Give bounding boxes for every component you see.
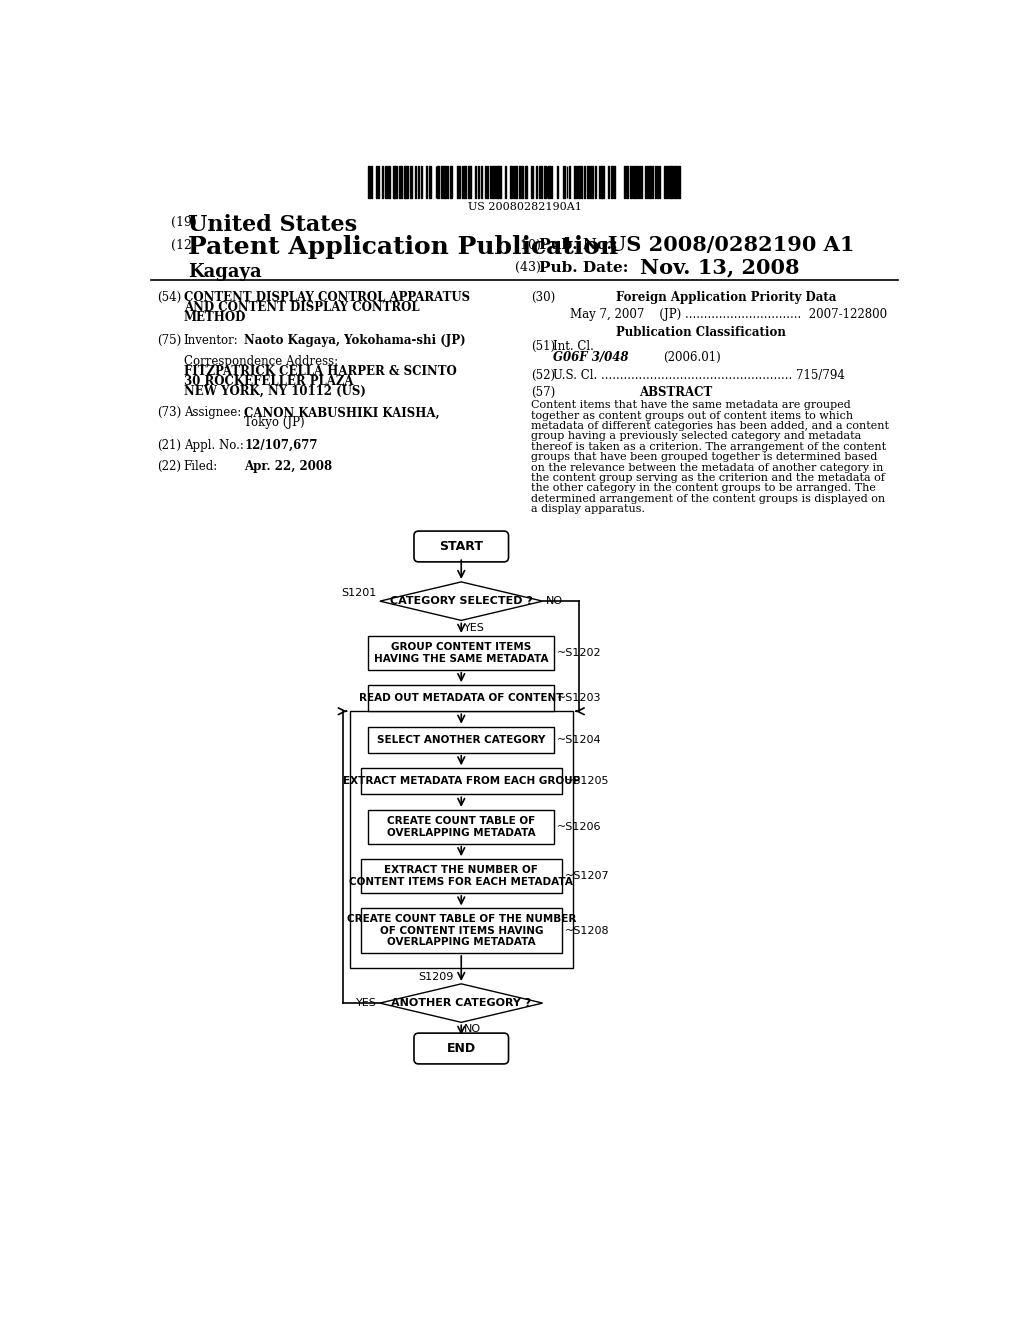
Text: the other category in the content groups to be arranged. The: the other category in the content groups… — [531, 483, 876, 494]
Text: G06F 3/048: G06F 3/048 — [553, 351, 628, 364]
Text: (19): (19) — [171, 216, 197, 230]
Text: ABSTRACT: ABSTRACT — [640, 387, 713, 400]
Text: together as content groups out of content items to which: together as content groups out of conten… — [531, 411, 853, 421]
Text: (30): (30) — [531, 290, 555, 304]
Text: Pub. No.:: Pub. No.: — [539, 239, 617, 252]
Text: SELECT ANOTHER CATEGORY: SELECT ANOTHER CATEGORY — [377, 735, 546, 744]
Text: CATEGORY SELECTED ?: CATEGORY SELECTED ? — [390, 597, 532, 606]
FancyBboxPatch shape — [414, 531, 509, 562]
Text: FITZPATRICK CELLA HARPER & SCINTO: FITZPATRICK CELLA HARPER & SCINTO — [183, 364, 457, 378]
Text: (12): (12) — [171, 239, 197, 252]
FancyBboxPatch shape — [369, 636, 554, 669]
Text: METHOD: METHOD — [183, 312, 246, 323]
Text: Publication Classification: Publication Classification — [616, 326, 786, 339]
Text: the content group serving as the criterion and the metadata of: the content group serving as the criteri… — [531, 473, 885, 483]
Text: Apr. 22, 2008: Apr. 22, 2008 — [245, 461, 333, 474]
Text: Patent Application Publication: Patent Application Publication — [188, 235, 618, 260]
FancyBboxPatch shape — [349, 711, 572, 969]
Text: S1201: S1201 — [342, 589, 377, 598]
Text: (54): (54) — [158, 290, 181, 304]
Text: ~S1202: ~S1202 — [557, 648, 602, 657]
Text: ~S1205: ~S1205 — [565, 776, 609, 787]
Text: on the relevance between the metadata of another category in: on the relevance between the metadata of… — [531, 462, 884, 473]
Text: May 7, 2007    (JP) ...............................  2007-122800: May 7, 2007 (JP) .......................… — [569, 308, 887, 321]
Text: CANON KABUSHIKI KAISHA,: CANON KABUSHIKI KAISHA, — [245, 407, 440, 420]
FancyBboxPatch shape — [414, 1034, 509, 1064]
Text: ~S1206: ~S1206 — [557, 822, 602, 832]
Text: 12/107,677: 12/107,677 — [245, 438, 317, 451]
Text: S1209: S1209 — [418, 973, 454, 982]
Text: START: START — [439, 540, 483, 553]
Text: (75): (75) — [158, 334, 181, 347]
Text: Naoto Kagaya, Yokohama-shi (JP): Naoto Kagaya, Yokohama-shi (JP) — [245, 334, 466, 347]
Text: 30 ROCKEFELLER PLAZA: 30 ROCKEFELLER PLAZA — [183, 375, 353, 388]
Text: NO: NO — [464, 1024, 481, 1034]
Text: CREATE COUNT TABLE OF
OVERLAPPING METADATA: CREATE COUNT TABLE OF OVERLAPPING METADA… — [387, 816, 536, 838]
Text: U.S. Cl. ................................................... 715/794: U.S. Cl. ...............................… — [553, 370, 845, 383]
Text: (21): (21) — [158, 438, 181, 451]
Text: ~S1208: ~S1208 — [565, 925, 609, 936]
Text: (57): (57) — [531, 387, 555, 400]
Text: ~S1203: ~S1203 — [557, 693, 602, 704]
FancyBboxPatch shape — [360, 859, 562, 892]
Text: (2006.01): (2006.01) — [663, 351, 721, 364]
Text: EXTRACT THE NUMBER OF
CONTENT ITEMS FOR EACH METADATA: EXTRACT THE NUMBER OF CONTENT ITEMS FOR … — [349, 865, 573, 887]
Text: a display apparatus.: a display apparatus. — [531, 504, 645, 513]
Text: NEW YORK, NY 10112 (US): NEW YORK, NY 10112 (US) — [183, 385, 366, 397]
Text: Nov. 13, 2008: Nov. 13, 2008 — [640, 257, 799, 277]
Text: (43): (43) — [515, 261, 542, 273]
Text: determined arrangement of the content groups is displayed on: determined arrangement of the content gr… — [531, 494, 885, 504]
Text: thereof is taken as a criterion. The arrangement of the content: thereof is taken as a criterion. The arr… — [531, 442, 886, 451]
Text: groups that have been grouped together is determined based: groups that have been grouped together i… — [531, 453, 878, 462]
FancyBboxPatch shape — [369, 726, 554, 752]
Text: Content items that have the same metadata are grouped: Content items that have the same metadat… — [531, 400, 851, 411]
Text: EXTRACT METADATA FROM EACH GROUP: EXTRACT METADATA FROM EACH GROUP — [343, 776, 580, 787]
Text: Filed:: Filed: — [183, 461, 218, 474]
Text: Pub. Date:: Pub. Date: — [539, 261, 628, 275]
Text: ANOTHER CATEGORY ?: ANOTHER CATEGORY ? — [391, 998, 531, 1008]
Text: YES: YES — [356, 998, 377, 1008]
Text: NO: NO — [546, 597, 563, 606]
Text: Appl. No.:: Appl. No.: — [183, 438, 244, 451]
Text: Assignee:: Assignee: — [183, 407, 241, 420]
Text: group having a previously selected category and metadata: group having a previously selected categ… — [531, 432, 861, 441]
Text: (51): (51) — [531, 341, 555, 354]
Polygon shape — [380, 983, 543, 1022]
Text: US 20080282190A1: US 20080282190A1 — [468, 202, 582, 211]
FancyBboxPatch shape — [369, 685, 554, 711]
FancyBboxPatch shape — [369, 810, 554, 843]
Text: Foreign Application Priority Data: Foreign Application Priority Data — [616, 290, 837, 304]
Polygon shape — [380, 582, 543, 620]
Text: metadata of different categories has been added, and a content: metadata of different categories has bee… — [531, 421, 889, 430]
Text: Tokyo (JP): Tokyo (JP) — [245, 416, 305, 429]
Text: (22): (22) — [158, 461, 181, 474]
Text: Correspondence Address:: Correspondence Address: — [183, 355, 338, 368]
Text: (52): (52) — [531, 370, 555, 383]
Text: CREATE COUNT TABLE OF THE NUMBER
OF CONTENT ITEMS HAVING
OVERLAPPING METADATA: CREATE COUNT TABLE OF THE NUMBER OF CONT… — [346, 915, 575, 948]
Text: END: END — [446, 1041, 476, 1055]
FancyBboxPatch shape — [360, 768, 562, 795]
Text: ~S1204: ~S1204 — [557, 735, 602, 744]
Text: Kagaya: Kagaya — [188, 263, 262, 281]
FancyBboxPatch shape — [360, 908, 562, 953]
Text: GROUP CONTENT ITEMS
HAVING THE SAME METADATA: GROUP CONTENT ITEMS HAVING THE SAME META… — [374, 642, 549, 664]
Text: AND CONTENT DISPLAY CONTROL: AND CONTENT DISPLAY CONTROL — [183, 301, 420, 314]
Text: ~S1207: ~S1207 — [565, 871, 609, 880]
Text: (10): (10) — [515, 239, 542, 252]
Text: CONTENT DISPLAY CONTROL APPARATUS: CONTENT DISPLAY CONTROL APPARATUS — [183, 290, 470, 304]
Text: Inventor:: Inventor: — [183, 334, 239, 347]
Text: YES: YES — [464, 623, 485, 632]
Text: US 2008/0282190 A1: US 2008/0282190 A1 — [608, 235, 855, 255]
Text: READ OUT METADATA OF CONTENT: READ OUT METADATA OF CONTENT — [359, 693, 563, 704]
Text: (73): (73) — [158, 407, 181, 420]
Text: Int. Cl.: Int. Cl. — [553, 341, 594, 354]
Text: United States: United States — [188, 214, 357, 236]
